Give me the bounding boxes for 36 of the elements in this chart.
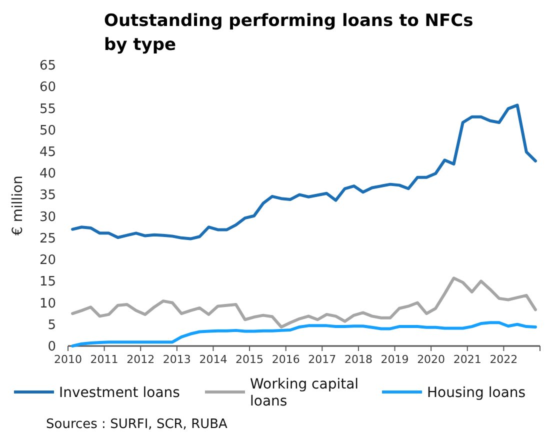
y-tick-label: 5 (48, 318, 56, 333)
legend-label: Housing loans (427, 384, 526, 401)
y-tick-label: 65 (39, 58, 56, 74)
x-tick-label: 2017 (308, 353, 336, 366)
y-tick-label: 0 (48, 340, 56, 355)
x-tick-label: 2013 (162, 353, 191, 366)
y-tick-label: 55 (39, 102, 56, 117)
y-tick-label: 35 (39, 188, 56, 204)
y-tick-label: 25 (39, 231, 56, 246)
x-tick-label: 2018 (344, 353, 372, 366)
x-tick-label: 2020 (417, 353, 446, 366)
y-tick-label: 50 (39, 123, 56, 138)
x-tick-label: 2022 (490, 353, 518, 366)
x-tick-label: 2021 (453, 353, 482, 366)
x-tick-label: 2012 (126, 353, 155, 366)
line-series (71, 276, 537, 328)
y-tick-label: 40 (39, 166, 56, 182)
legend-label: Investment loans (59, 384, 180, 401)
y-tick-label: 15 (39, 274, 56, 290)
x-tick-label: 2019 (380, 353, 409, 366)
x-tick-label: 2016 (272, 353, 300, 366)
chart-title: Outstanding performing loans to NFCs by type (104, 11, 474, 55)
x-tick-label: 2014 (199, 353, 228, 366)
x-tick-label: 2015 (236, 353, 264, 366)
line-series (71, 321, 537, 348)
y-tick-label: 60 (39, 80, 56, 96)
y-tick-label: 20 (39, 253, 56, 268)
source-note: Sources : SURFI, SCR, RUBA (46, 417, 228, 432)
y-tick-label: 30 (39, 210, 56, 225)
y-axis-title: € million (10, 176, 26, 236)
line-series (71, 104, 537, 240)
y-tick-label: 45 (39, 145, 56, 160)
legend-label: Working capital loans (250, 376, 359, 410)
x-tick-label: 2011 (90, 353, 118, 366)
y-tick-label: 10 (39, 296, 56, 312)
x-tick-label: 2010 (54, 353, 82, 366)
